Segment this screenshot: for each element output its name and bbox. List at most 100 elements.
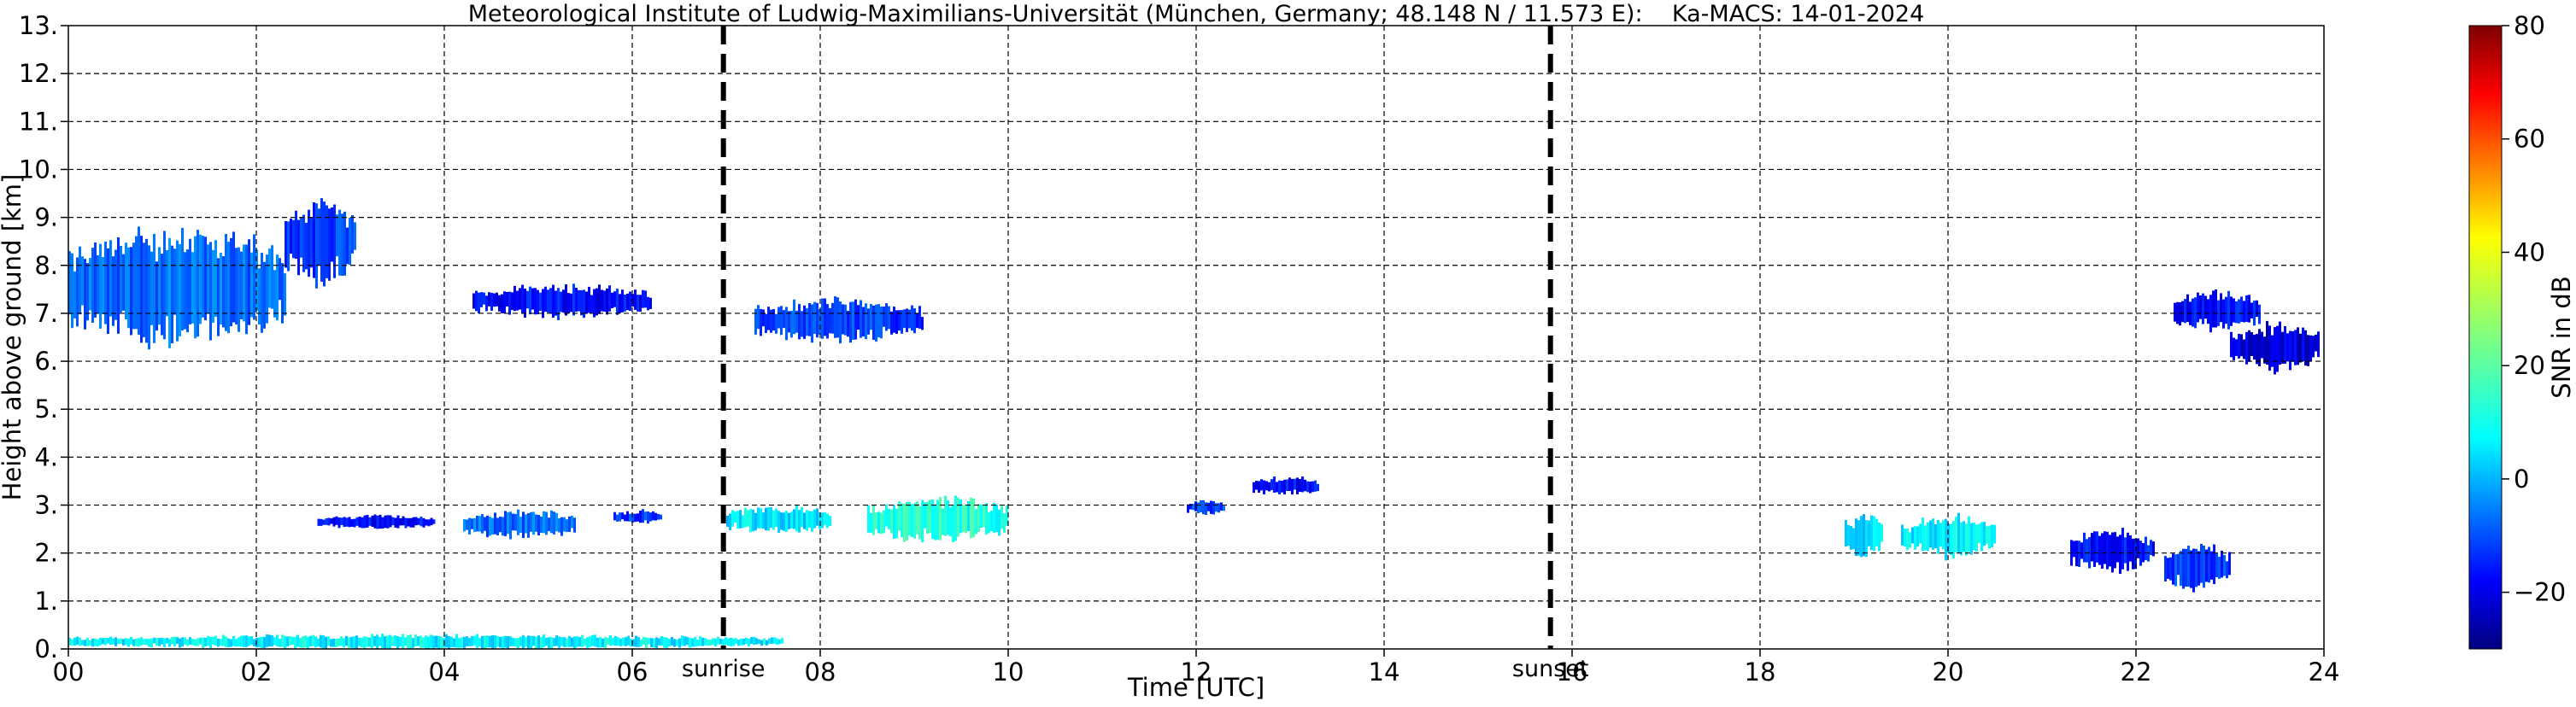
echo-column — [911, 305, 913, 331]
echo-region — [1187, 500, 1225, 515]
echo-column — [204, 237, 207, 321]
echo-column — [2194, 297, 2197, 329]
colorbar-ticks: −20 0 20 40 60 80 — [2502, 11, 2566, 607]
echo-column — [2215, 289, 2217, 328]
echo-column — [2181, 301, 2184, 323]
echo-column — [681, 635, 684, 646]
echo-column — [125, 638, 127, 646]
echo-column — [222, 634, 225, 646]
echo-column — [150, 638, 153, 648]
echo-column — [313, 202, 315, 278]
echo-column — [731, 510, 734, 527]
echo-column — [1296, 477, 1299, 494]
echo-column — [473, 517, 476, 532]
echo-column — [578, 637, 581, 647]
echo-column — [1000, 505, 1003, 529]
echo-column — [325, 518, 328, 525]
echo-column — [343, 517, 346, 528]
echo-column — [732, 638, 735, 646]
echo-column — [870, 513, 872, 533]
echo-column — [639, 511, 642, 523]
echo-column — [1875, 518, 1878, 546]
echo-column — [785, 307, 788, 341]
echo-column — [2299, 333, 2302, 363]
echo-column — [560, 517, 563, 536]
echo-column — [97, 639, 99, 647]
echo-column — [566, 519, 568, 533]
echo-column — [775, 313, 777, 334]
echo-column — [271, 245, 273, 309]
echo-column — [813, 509, 816, 529]
echo-column — [849, 301, 852, 343]
echo-column — [678, 638, 681, 648]
echo-column — [2192, 548, 2195, 593]
echo-column — [1278, 480, 1281, 494]
echo-column — [222, 256, 225, 328]
echo-column — [1253, 482, 1255, 494]
echo-column — [296, 634, 299, 647]
echo-column — [1255, 481, 1258, 490]
echo-column — [1260, 479, 1263, 491]
echo-column — [744, 507, 747, 528]
echo-region — [754, 296, 924, 344]
echo-column — [496, 635, 499, 647]
echo-column — [107, 638, 109, 644]
echo-column — [565, 284, 567, 316]
echo-column — [2167, 558, 2169, 579]
echo-column — [2238, 334, 2240, 359]
echo-column — [535, 636, 537, 649]
echo-column — [642, 289, 644, 308]
echo-column — [279, 639, 281, 647]
echo-column — [281, 634, 284, 647]
echo-column — [335, 639, 337, 647]
echo-column — [573, 636, 576, 649]
echo-column — [1210, 500, 1212, 514]
echo-column — [143, 242, 145, 337]
echo-column — [135, 236, 138, 330]
echo-column — [1855, 518, 1857, 556]
echo-column — [918, 506, 921, 540]
echo-column — [936, 500, 939, 540]
echo-column — [584, 639, 586, 646]
echo-column — [491, 635, 494, 649]
echo-column — [888, 306, 890, 330]
echo-column — [1847, 524, 1850, 546]
echo-column — [191, 639, 194, 646]
echo-column — [1860, 516, 1863, 558]
echo-region — [68, 634, 783, 649]
echo-column — [962, 505, 965, 533]
echo-column — [619, 512, 621, 522]
echo-column — [901, 310, 903, 334]
echo-column — [540, 516, 543, 533]
echo-column — [2230, 296, 2233, 326]
echo-column — [2256, 334, 2258, 365]
echo-column — [240, 635, 243, 647]
echo-column — [735, 638, 737, 644]
echo-column — [2248, 330, 2250, 362]
echo-column — [954, 495, 957, 541]
echo-column — [857, 305, 860, 330]
echo-column — [166, 638, 168, 644]
echo-column — [412, 638, 414, 648]
echo-column — [348, 517, 351, 528]
sun-marker-label: sunset — [1512, 656, 1589, 682]
echo-column — [709, 640, 712, 646]
echo-column — [647, 296, 649, 311]
echo-column — [458, 638, 461, 648]
echo-column — [770, 507, 772, 529]
echo-column — [1845, 520, 1847, 546]
echo-column — [499, 636, 502, 648]
echo-column — [125, 242, 127, 319]
echo-column — [898, 310, 901, 331]
echo-column — [1268, 482, 1270, 492]
echo-column — [622, 637, 625, 646]
echo-column — [658, 638, 660, 646]
echo-column — [258, 268, 261, 325]
echo-column — [384, 636, 386, 649]
echo-column — [132, 242, 135, 330]
echo-column — [788, 512, 790, 529]
echo-column — [2116, 536, 2119, 563]
echo-column — [767, 307, 770, 330]
x-tick-label: 04 — [429, 657, 461, 687]
echo-column — [1952, 521, 1955, 559]
